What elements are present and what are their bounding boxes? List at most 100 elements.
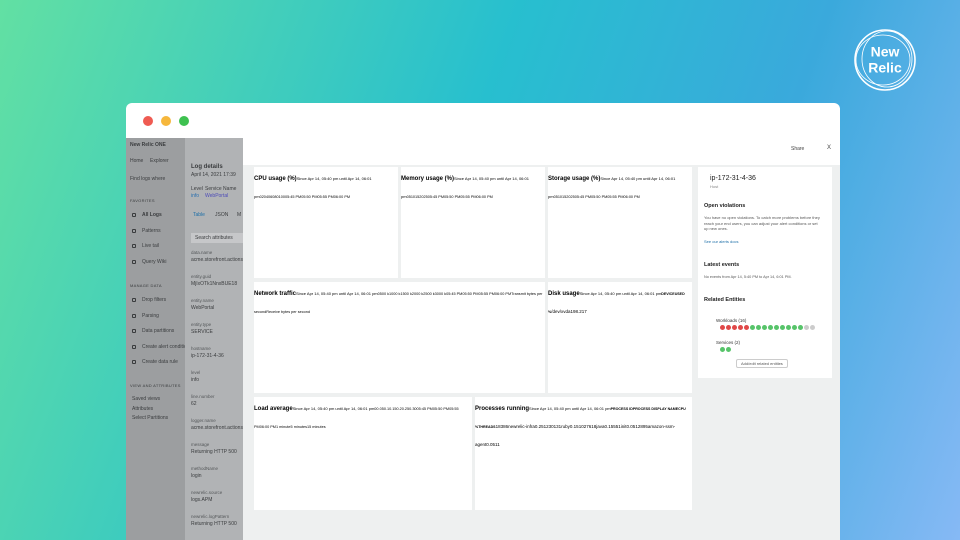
nav-item[interactable]: Query Wiki bbox=[142, 258, 167, 265]
y-tick-label: 10 bbox=[557, 195, 563, 199]
y-tick-label: 10 bbox=[410, 195, 416, 199]
card-subtitle: Since Apr 14, 05:40 pm until Apr 14, 06:… bbox=[254, 176, 372, 199]
nav-item[interactable]: Create alert condition bbox=[142, 343, 190, 350]
nav-item[interactable]: Data partitions bbox=[142, 328, 175, 334]
field-name: entity.guid bbox=[191, 274, 212, 279]
memory-card-svg: Memory usage (%)Since Apr 14, 05:40 pm u… bbox=[401, 167, 545, 203]
card-subtitle: Since Apr 14, 05:40 pm until Apr 14, 06:… bbox=[529, 406, 611, 411]
field-name: newrelic.source bbox=[191, 490, 223, 495]
nav-icon bbox=[132, 228, 136, 233]
y-tick-label: 20 bbox=[419, 195, 424, 199]
nav-icon bbox=[132, 360, 136, 364]
cell: 27618 bbox=[583, 424, 597, 429]
status-dot bbox=[744, 325, 749, 330]
field-value: acme.storefront.actions bbox=[191, 425, 243, 431]
card-title: CPU usage (%) bbox=[254, 176, 297, 182]
nav-item[interactable]: Drop filters bbox=[142, 297, 167, 303]
search[interactable]: Search attributes bbox=[191, 233, 243, 243]
nav-item[interactable]: Live tail bbox=[142, 243, 159, 249]
minimize-dot[interactable] bbox=[161, 116, 171, 126]
services: Services (2) bbox=[716, 340, 741, 345]
y-tick-label: 0 bbox=[553, 195, 556, 199]
memory-card: Memory usage (%)Since Apr 14, 05:40 pm u… bbox=[401, 167, 545, 278]
y-tick-label: 0 bbox=[406, 195, 409, 199]
y-tick-label: 2000 k bbox=[411, 292, 424, 296]
processes-card-svg: Processes runningSince Apr 14, 05:40 pm … bbox=[475, 397, 692, 451]
nav-item[interactable]: Attributes bbox=[132, 405, 154, 412]
nav-item[interactable]: Patterns bbox=[142, 227, 161, 234]
logo-text: Relic bbox=[868, 60, 902, 76]
host-name: ip-172-31-4-36 bbox=[710, 175, 756, 182]
close-dot[interactable] bbox=[143, 116, 153, 126]
cell: 1 bbox=[635, 424, 638, 429]
nav-item[interactable]: Parsing bbox=[142, 312, 159, 319]
x-tick-label: 05:55 PM bbox=[254, 407, 459, 429]
nav-item[interactable]: Explorer bbox=[150, 158, 169, 164]
load-card: Load averageSince Apr 14, 05:40 pm until… bbox=[254, 397, 472, 510]
cell: 11 bbox=[495, 442, 500, 447]
y-tick-label: 100 bbox=[278, 195, 285, 199]
nav-icon bbox=[132, 213, 136, 217]
section-title: FAVORITES bbox=[130, 198, 155, 203]
x-tick-label: 06:00 PM bbox=[476, 195, 493, 199]
cell: 10 bbox=[578, 424, 584, 429]
log-details: Log details April 14, 2021 17:39 Level Serv… bbox=[185, 138, 243, 540]
x-tick-label: 05:45 PM bbox=[574, 195, 592, 199]
card-subtitle: Since Apr 14, 05:40 pm until Apr 14, 06:… bbox=[296, 291, 378, 296]
nav-item[interactable]: All Logs bbox=[142, 212, 162, 218]
logo: New Relic bbox=[854, 29, 916, 91]
browser-window: New Relic ONE Home Explorer Find logs where… bbox=[126, 103, 840, 540]
cell: 55 bbox=[613, 424, 619, 429]
entity-summary: ip-172-31-4-36 Host Open violations You hav… bbox=[698, 167, 832, 378]
legend-label: Receive bytes per second bbox=[266, 310, 310, 314]
status-dot bbox=[738, 325, 743, 330]
load-card-svg: Load averageSince Apr 14, 05:40 pm until… bbox=[254, 397, 472, 433]
field-name: methodName bbox=[191, 466, 219, 471]
field-value: login bbox=[191, 473, 202, 479]
docs-link[interactable]: See our alerts docs bbox=[704, 239, 739, 244]
field-value: ip-172-31-4-36 bbox=[191, 353, 224, 359]
status-dot bbox=[810, 325, 815, 330]
tab[interactable]: M bbox=[237, 212, 242, 218]
x-tick-label: 06:00 PM bbox=[494, 292, 512, 296]
add-entities-button[interactable]: Add/edit related entities bbox=[736, 359, 788, 368]
nav-item[interactable]: Select Partitions bbox=[132, 415, 169, 421]
logo-ring bbox=[861, 30, 913, 88]
legend-label: Transmit bytes per second bbox=[254, 292, 543, 314]
field-value: info bbox=[191, 377, 200, 383]
cell: 18386 bbox=[495, 424, 509, 429]
tab[interactable]: JSON bbox=[215, 212, 229, 218]
card-subtitle: Since Apr 14, 05:40 pm until Apr 14, 06:… bbox=[292, 406, 375, 411]
card-subtitle: Since Apr 14, 05:40 pm until Apr 14, 06:… bbox=[579, 291, 662, 296]
close-button[interactable]: X bbox=[827, 145, 832, 151]
field-value: logs.APM bbox=[191, 497, 213, 503]
card-title: Disk usage bbox=[548, 291, 580, 297]
storage-card-svg: Storage usage (%)Since Apr 14, 05:40 pm … bbox=[548, 167, 692, 203]
cell: 0.25 bbox=[534, 424, 544, 429]
x-tick-label: 06:00 PM bbox=[259, 425, 276, 429]
status-dot bbox=[768, 325, 773, 330]
y-tick-label: 0.2 bbox=[396, 407, 402, 411]
section-title: VIEW AND ATTRIBUTES bbox=[130, 383, 181, 388]
card-title: Storage usage (%) bbox=[548, 176, 601, 182]
tab[interactable]: Table bbox=[193, 212, 205, 218]
network-card-svg: Network trafficSince Apr 14, 05:40 pm un… bbox=[254, 282, 545, 318]
nav-icon bbox=[132, 244, 136, 248]
field-name: entity.name bbox=[191, 298, 214, 303]
y-tick-label: 15 bbox=[415, 195, 420, 199]
nav-item[interactable]: Create data rule bbox=[142, 359, 178, 365]
x-tick-label: 05:45 PM bbox=[427, 195, 445, 199]
service-status bbox=[720, 347, 731, 352]
host-type: Host bbox=[710, 184, 719, 189]
column-header: USED % bbox=[548, 292, 685, 314]
y-tick-label: 20 bbox=[261, 195, 266, 199]
disk-card: Disk usageSince Apr 14, 05:40 pm until A… bbox=[548, 282, 692, 393]
maximize-dot[interactable] bbox=[179, 116, 189, 126]
x-tick-label: 05:45 PM bbox=[446, 292, 463, 296]
share-button[interactable]: Share bbox=[791, 146, 805, 152]
section-title: Latest events bbox=[704, 262, 740, 268]
field-name: entity.type bbox=[191, 322, 212, 327]
query-bar: Find logs where bbox=[130, 176, 166, 182]
nav-item[interactable]: Home bbox=[130, 158, 144, 164]
nav-item[interactable]: Saved views bbox=[132, 396, 161, 402]
